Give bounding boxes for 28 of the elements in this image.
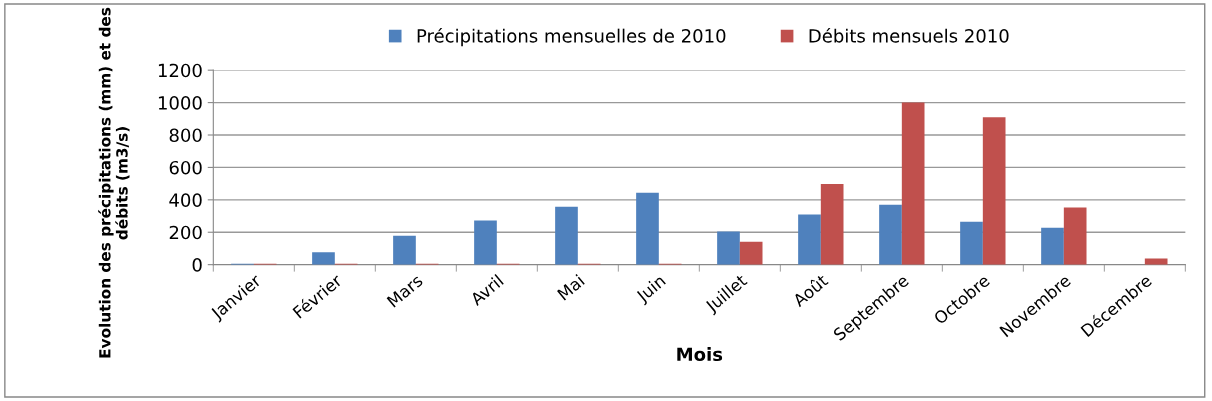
bar: [901, 102, 925, 265]
legend-label: Débits mensuels 2010: [809, 27, 1009, 43]
bar: [555, 206, 578, 265]
y-tick-label: 1200: [158, 63, 202, 78]
bar: [474, 220, 497, 265]
bar: [960, 221, 983, 265]
bar: [982, 117, 1006, 265]
bar: [312, 252, 335, 265]
bar: [717, 231, 740, 265]
legend-label: Précipitations mensuelles de 2010: [417, 27, 726, 47]
bar: [879, 204, 902, 265]
bar: [739, 241, 763, 265]
y-tick-label: 800: [169, 128, 202, 143]
bar: [393, 235, 416, 265]
y-tick-label: 200: [169, 225, 202, 240]
y-tick-label: 400: [169, 193, 202, 207]
y-tick-label: 1000: [158, 96, 202, 110]
bar: [1041, 227, 1064, 265]
x-tick-label: Mai: [556, 274, 585, 301]
y-tick-label: 0: [192, 258, 202, 272]
bar: [798, 214, 821, 265]
x-tick-label: Juin: [634, 273, 669, 306]
bar: [1063, 207, 1087, 265]
x-axis-title: Mois: [677, 347, 723, 362]
bar: [636, 192, 659, 265]
y-tick-label: 600: [169, 160, 202, 175]
bar: [820, 184, 844, 265]
y-axis-title: Evolution des précipitations (mm) et des débits (m3/s): [98, 7, 130, 358]
